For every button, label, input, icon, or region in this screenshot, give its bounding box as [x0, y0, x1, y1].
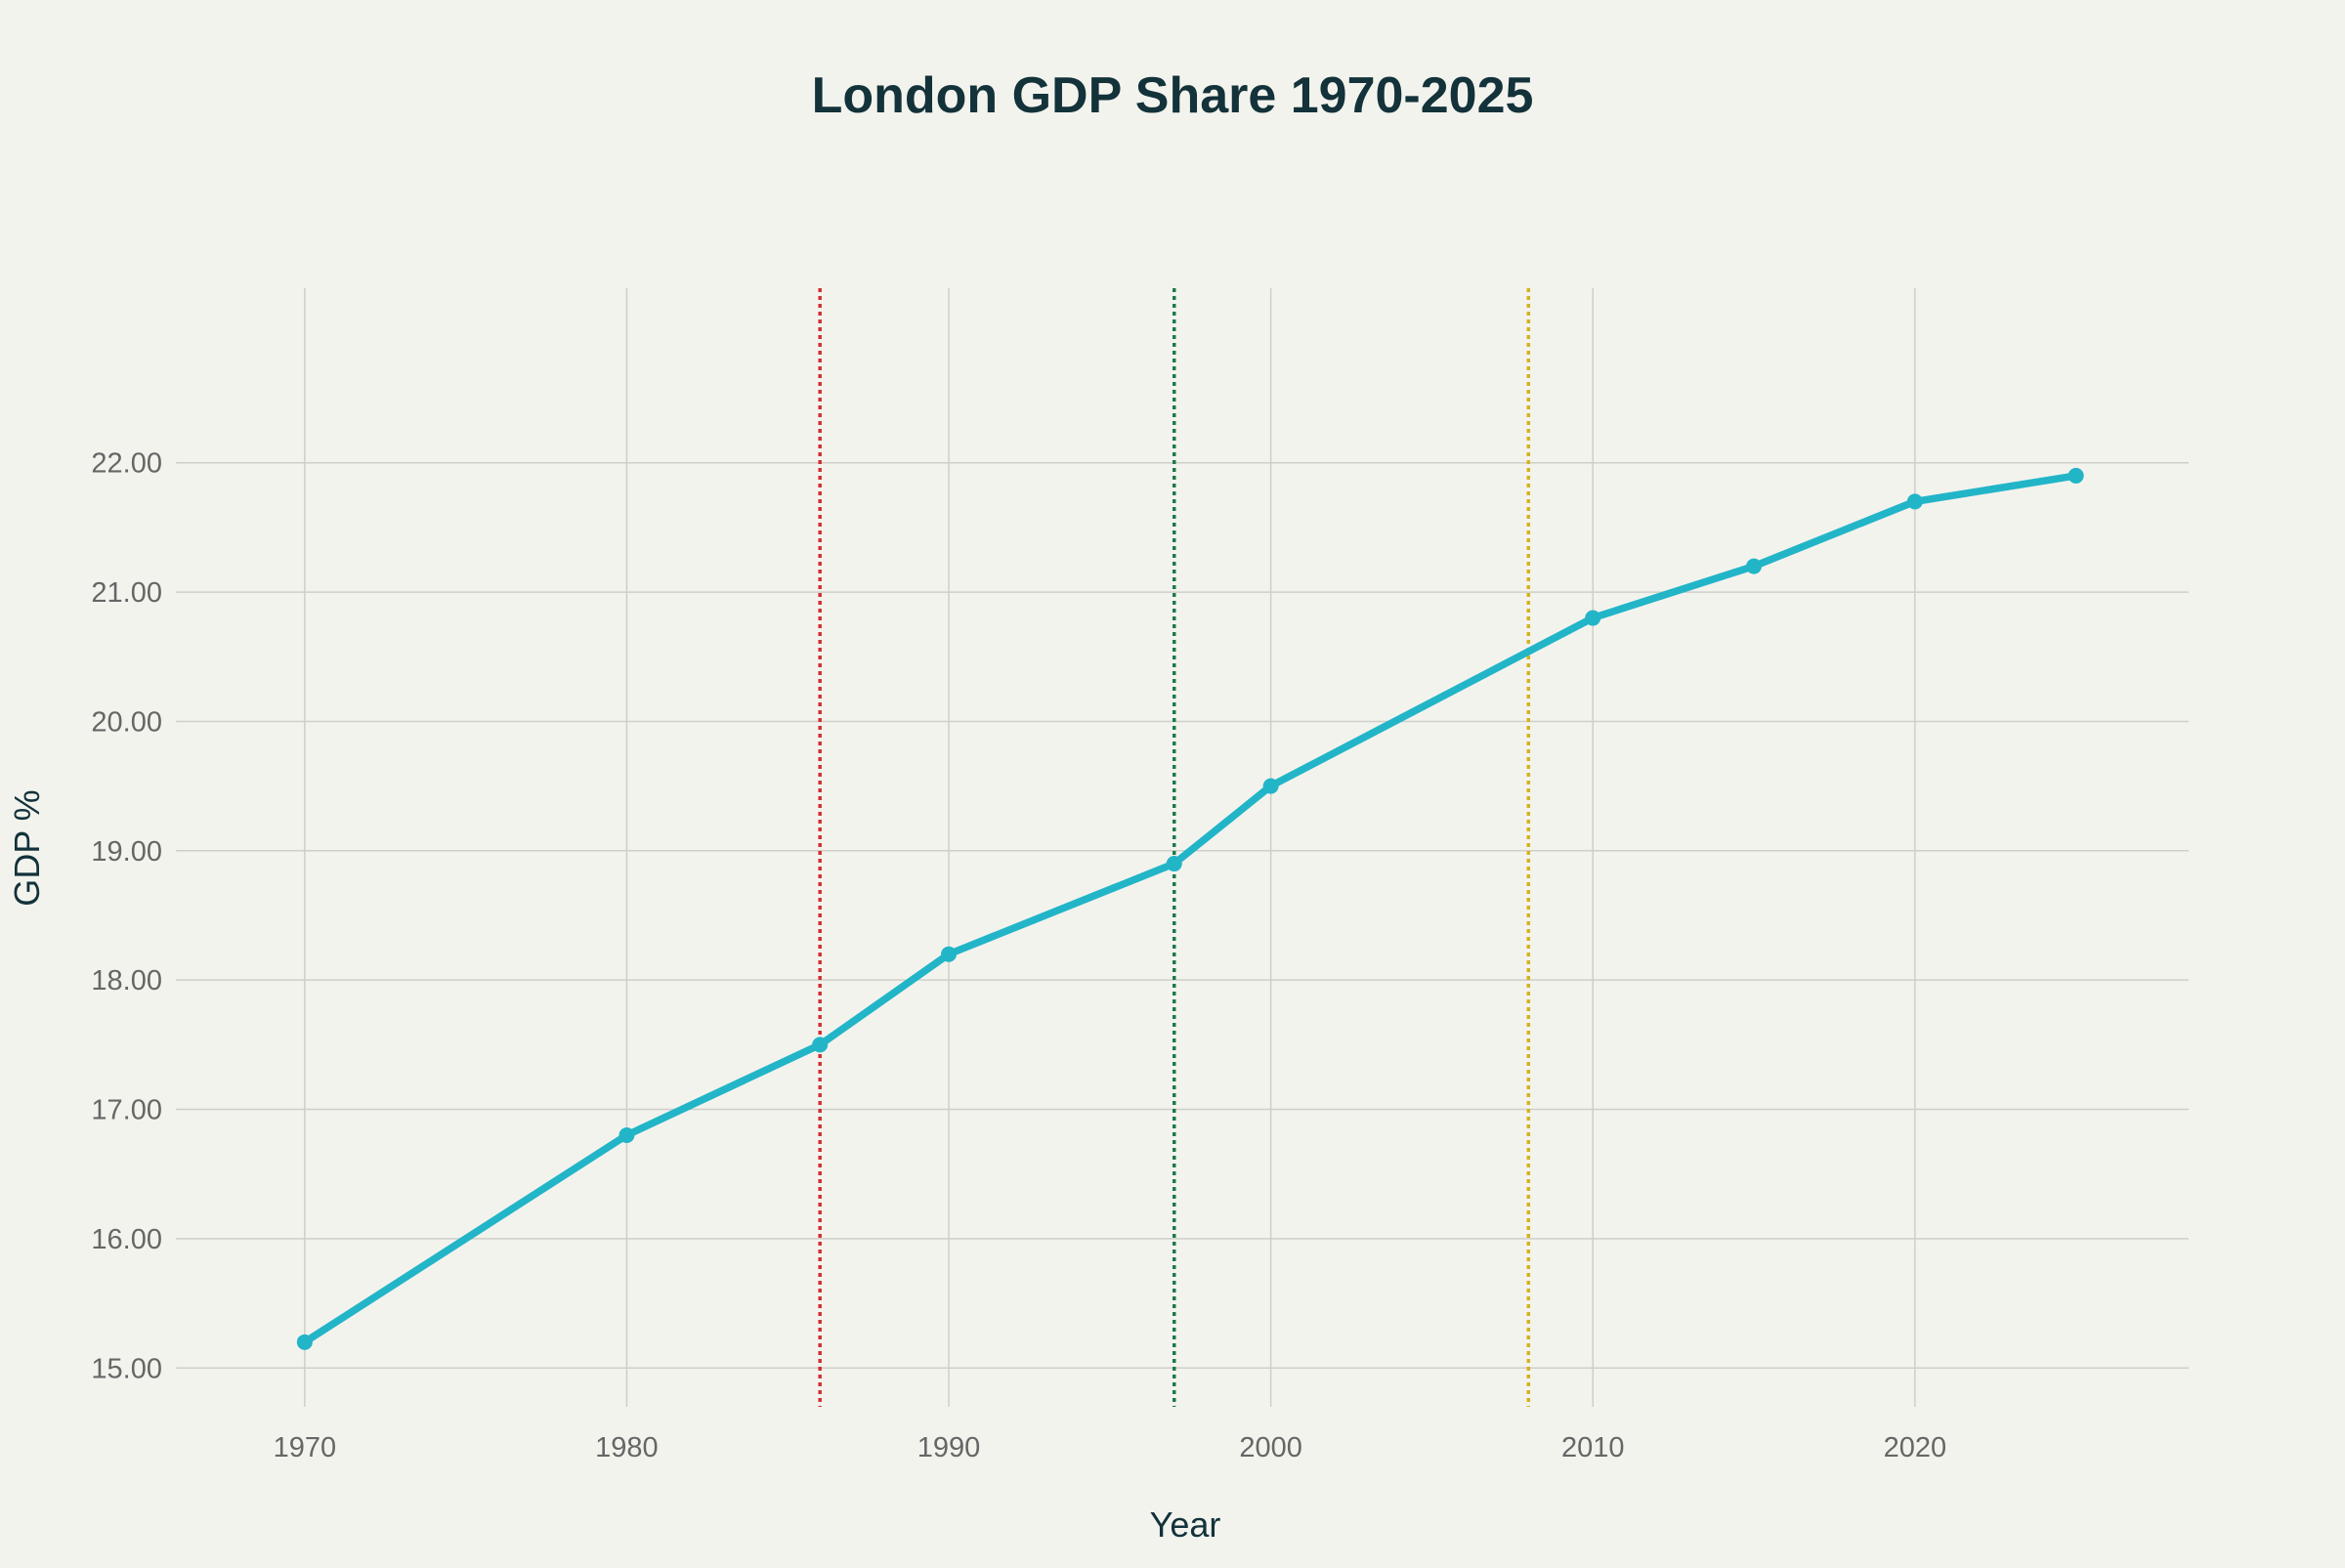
- y-tick-label: 18.00: [91, 965, 162, 996]
- x-tick-label: 1980: [595, 1432, 659, 1463]
- data-point[interactable]: [1166, 856, 1182, 872]
- data-point[interactable]: [1585, 610, 1601, 626]
- x-tick-label: 2020: [1884, 1432, 1947, 1463]
- x-tick-label: 1970: [274, 1432, 337, 1463]
- data-point[interactable]: [1262, 778, 1279, 794]
- data-point[interactable]: [296, 1334, 313, 1350]
- data-point[interactable]: [1906, 493, 1923, 510]
- data-point[interactable]: [1746, 558, 1763, 574]
- reference-lines-layer: [818, 288, 1531, 1407]
- series-line: [301, 472, 2080, 1346]
- y-tick-label: 19.00: [91, 836, 162, 868]
- y-tick-label: 16.00: [91, 1224, 162, 1255]
- data-point[interactable]: [941, 946, 958, 962]
- tick-labels-layer: 1970 1980 1990 2000 2010 2020 15.00 16.00 17.00 1…: [91, 448, 1946, 1463]
- x-tick-label: 2000: [1239, 1432, 1302, 1463]
- y-tick-label: 15.00: [91, 1353, 162, 1384]
- y-tick-label: 22.00: [91, 448, 162, 480]
- x-axis-label: Year: [1150, 1504, 1221, 1545]
- grid-layer: [176, 288, 2189, 1407]
- y-tick-label: 17.00: [91, 1095, 162, 1126]
- data-point[interactable]: [812, 1037, 829, 1053]
- data-point[interactable]: [618, 1127, 635, 1144]
- y-tick-label: 21.00: [91, 577, 162, 609]
- x-tick-label: 1990: [917, 1432, 981, 1463]
- y-axis-label: GDP %: [7, 789, 47, 906]
- x-tick-label: 2010: [1561, 1432, 1625, 1463]
- data-point[interactable]: [2068, 467, 2084, 484]
- chart-title: London GDP Share 1970-2025: [812, 67, 1534, 124]
- series-layer: [296, 467, 2084, 1350]
- y-tick-label: 20.00: [91, 706, 162, 738]
